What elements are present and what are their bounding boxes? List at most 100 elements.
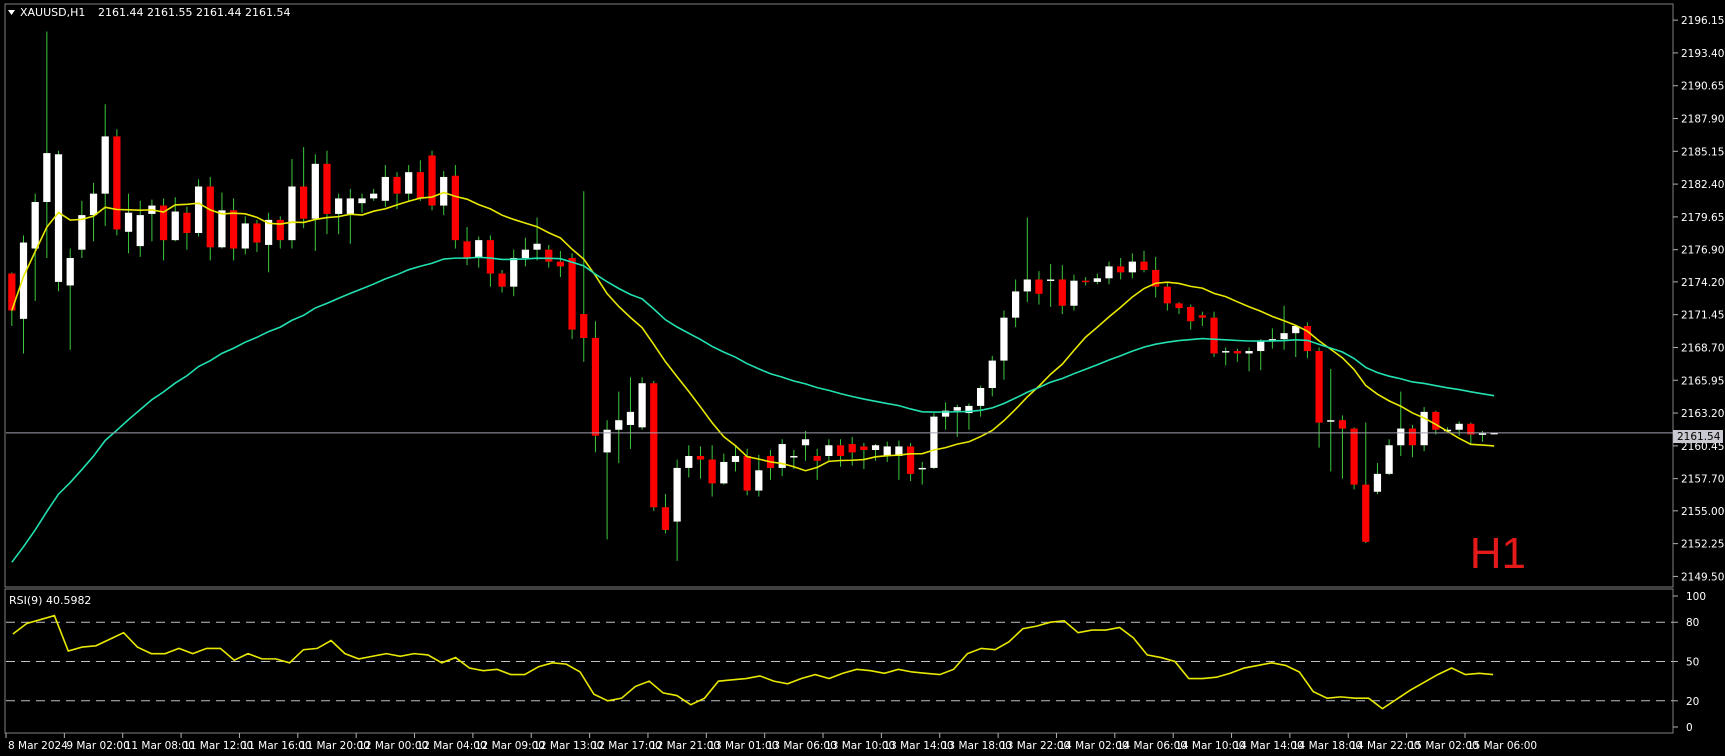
bull-candle — [124, 212, 133, 232]
price-tick-label: 2196.15 — [1681, 15, 1724, 27]
price-tick-label: 2174.20 — [1681, 277, 1724, 289]
price-tick-label: 2179.65 — [1681, 212, 1724, 224]
time-tick-label: 12 Mar 09:00 — [475, 740, 545, 752]
bear-candle — [1233, 351, 1242, 354]
bear-candle — [568, 258, 576, 330]
bull-candle — [54, 154, 63, 282]
bear-candle — [580, 314, 588, 338]
bear-candle — [591, 337, 600, 436]
bear-candle — [1082, 280, 1090, 283]
bear-candle — [428, 155, 436, 206]
bull-candle — [171, 211, 179, 241]
bull-candle — [1280, 333, 1288, 340]
rsi-label: RSI(9) 40.5982 — [9, 594, 91, 607]
time-tick-label: 14 Mar 02:00 — [1058, 740, 1128, 752]
price-tick-label: 2171.45 — [1681, 310, 1724, 322]
symbol-timeframe: XAUUSD,H1 — [20, 6, 85, 19]
bull-candle — [264, 219, 273, 245]
bear-candle — [1152, 269, 1160, 287]
time-tick-label: 13 Mar 01:00 — [708, 740, 778, 752]
bull-candle — [1385, 445, 1393, 474]
bear-candle — [300, 186, 308, 219]
bear-candle — [556, 261, 565, 267]
bull-candle — [66, 258, 74, 286]
bear-candle — [545, 249, 553, 262]
rsi-tick-label: 20 — [1686, 696, 1699, 708]
bear-candle — [323, 163, 331, 214]
bull-candle — [521, 249, 530, 259]
bear-candle — [1362, 484, 1370, 542]
bear-candle — [836, 445, 845, 456]
bull-candle — [871, 445, 880, 451]
bull-candle — [241, 223, 249, 249]
bear-candle — [1163, 286, 1171, 304]
bull-candle — [475, 240, 483, 259]
bear-candle — [1187, 306, 1195, 322]
bull-candle — [1257, 341, 1265, 352]
bull-candle — [673, 467, 681, 522]
bull-candle — [370, 193, 378, 199]
bull-candle — [358, 198, 366, 204]
rsi-tick-label: 100 — [1686, 591, 1706, 603]
dropdown-triangle-icon[interactable] — [8, 10, 15, 15]
bull-candle — [194, 186, 203, 233]
bull-candle — [381, 176, 389, 201]
bull-candle — [1245, 351, 1253, 354]
bull-candle — [43, 153, 51, 202]
bull-candle — [941, 410, 950, 417]
bear-candle — [1210, 317, 1218, 354]
ma-fast-line — [11, 191, 1495, 472]
bear-candle — [860, 446, 868, 451]
time-tick-label: 14 Mar 22:00 — [1350, 740, 1420, 752]
bull-candle — [19, 242, 28, 319]
time-tick-label: 12 Mar 00:00 — [358, 740, 428, 752]
price-tick-label: 2182.40 — [1681, 179, 1724, 191]
bull-candle — [1047, 279, 1055, 281]
bull-candle — [1397, 428, 1405, 446]
bull-candle — [720, 461, 728, 484]
bull-candle — [335, 198, 343, 214]
bull-candle — [638, 383, 646, 428]
bear-candle — [393, 176, 401, 194]
bear-candle — [696, 455, 705, 460]
bull-candle — [288, 186, 296, 241]
bear-candle — [206, 186, 214, 248]
bull-candle — [953, 407, 961, 411]
bear-candle — [1198, 315, 1206, 318]
time-tick-label: 12 Mar 17:00 — [592, 740, 662, 752]
price-tick-label: 2187.90 — [1681, 114, 1724, 126]
bull-candle — [1093, 278, 1101, 282]
bull-candle — [731, 455, 740, 462]
bull-candle — [1000, 317, 1008, 361]
time-tick-label: 14 Mar 06:00 — [1117, 740, 1187, 752]
bull-candle — [1070, 280, 1078, 306]
rsi-tick-label: 50 — [1686, 657, 1699, 669]
header: XAUUSD,H1 2161.44 2161.55 2161.44 2161.5… — [8, 6, 290, 19]
bull-candle — [1292, 326, 1300, 334]
bear-candle — [276, 219, 284, 241]
bear-candle — [253, 223, 261, 243]
price-tick-label: 2160.45 — [1681, 441, 1724, 453]
price-tick-label: 2163.20 — [1681, 408, 1724, 420]
time-tick-label: 12 Mar 13:00 — [533, 740, 603, 752]
time-tick-label: 13 Mar 10:00 — [825, 740, 895, 752]
price-tick-label: 2152.25 — [1681, 539, 1724, 551]
bear-candle — [661, 507, 670, 530]
bear-candle — [498, 273, 506, 287]
bull-candle — [533, 243, 541, 250]
price-tick-label: 2185.15 — [1681, 146, 1724, 158]
bull-candle — [1105, 266, 1113, 279]
bull-candle — [930, 416, 938, 468]
time-tick-label: 9 Mar 02:00 — [66, 740, 129, 752]
bear-candle — [1058, 279, 1066, 306]
time-tick-label: 13 Mar 06:00 — [767, 740, 837, 752]
ohlc-values: 2161.44 2161.55 2161.44 2161.54 — [98, 6, 290, 19]
bull-candle — [603, 429, 611, 453]
price-tick-label: 2157.70 — [1681, 474, 1724, 486]
bull-candle — [89, 193, 98, 216]
time-tick-label: 12 Mar 21:00 — [650, 740, 720, 752]
bear-candle — [1408, 428, 1417, 446]
bear-candle — [1175, 303, 1183, 309]
